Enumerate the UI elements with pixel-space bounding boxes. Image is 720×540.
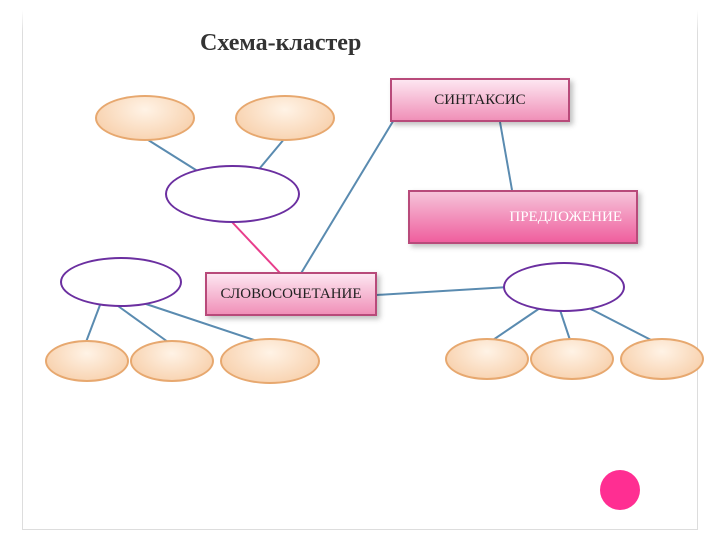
node-phrase: СЛОВОСОЧЕТАНИЕ <box>205 272 377 316</box>
node-sentence-label: ПРЕДЛОЖЕНИЕ <box>509 209 622 226</box>
node-sentence: ПРЕДЛОЖЕНИЕ <box>408 190 638 244</box>
empty-node <box>165 165 300 223</box>
node-syntax: СИНТАКСИС <box>390 78 570 122</box>
leaf-node <box>445 338 529 380</box>
node-syntax-label: СИНТАКСИС <box>434 92 525 109</box>
leaf-node <box>45 340 129 382</box>
leaf-node <box>235 95 335 141</box>
diagram-stage: Схема-кластер СИНТАКСИС ПРЕДЛОЖЕНИЕ СЛОВ… <box>0 0 720 540</box>
accent-dot <box>600 470 640 510</box>
leaf-node <box>220 338 320 384</box>
empty-node <box>503 262 625 312</box>
node-phrase-label: СЛОВОСОЧЕТАНИЕ <box>220 286 361 303</box>
leaf-node <box>530 338 614 380</box>
leaf-node <box>620 338 704 380</box>
empty-node <box>60 257 182 307</box>
leaf-node <box>130 340 214 382</box>
leaf-node <box>95 95 195 141</box>
